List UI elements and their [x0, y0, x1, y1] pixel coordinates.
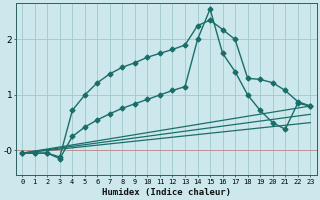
X-axis label: Humidex (Indice chaleur): Humidex (Indice chaleur) [102, 188, 231, 197]
